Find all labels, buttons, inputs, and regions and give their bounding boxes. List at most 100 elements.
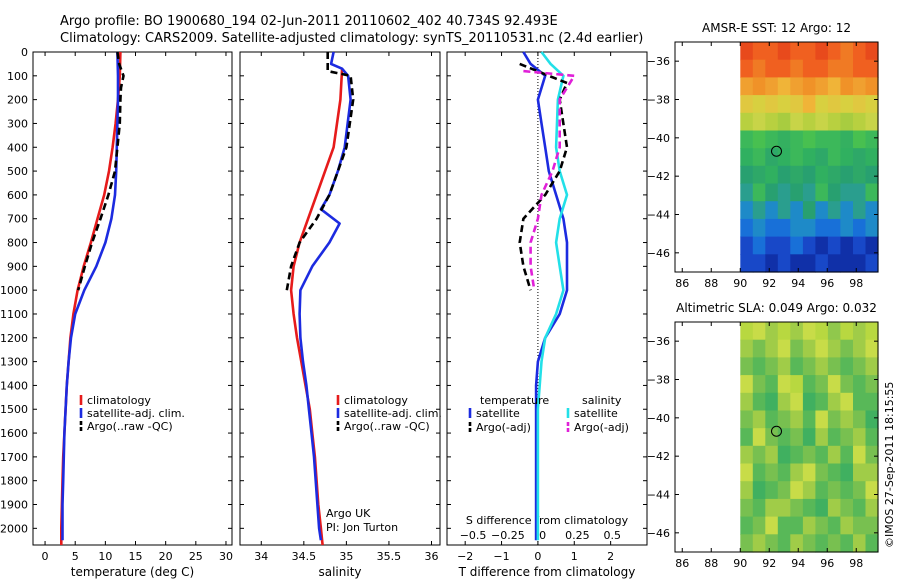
heat-cell (815, 95, 829, 114)
heat-cell (840, 322, 854, 341)
heat-cell (802, 445, 816, 465)
heat-cell (827, 165, 841, 185)
heat-cell (752, 516, 766, 535)
series-line (61, 51, 120, 541)
heat-cell (865, 165, 879, 185)
heat-cell (777, 59, 791, 78)
heat-cell (865, 339, 879, 358)
annotation: PI: Jon Turton (326, 521, 398, 534)
heat-cell (765, 201, 779, 220)
annotation: Argo UK (326, 507, 371, 520)
heat-cell (840, 95, 854, 114)
heat-cell (827, 516, 841, 535)
heat-cell (802, 463, 816, 482)
heat-cell (815, 463, 829, 482)
heat-cell (802, 218, 816, 238)
heat-cell (827, 392, 841, 412)
heat-cell (853, 42, 867, 61)
heat-cell (740, 322, 754, 341)
heat-cell (752, 236, 766, 255)
heat-cell (802, 165, 816, 185)
heat-cell (790, 339, 804, 358)
heat-cell (815, 428, 829, 447)
heat-cell (802, 516, 816, 535)
heat-cell (865, 322, 879, 341)
heat-cell (853, 357, 867, 376)
s-tick-label: −0.25 (491, 529, 525, 542)
y-tick-label: 1000 (0, 284, 28, 297)
heat-cell (790, 59, 804, 78)
heat-cell (802, 481, 816, 500)
heat-cell (853, 201, 867, 220)
y-tick-label: 500 (7, 165, 28, 178)
s-tick-label: 0 (539, 529, 546, 542)
heat-cell (777, 165, 791, 185)
legend-label: Argo(-adj) (476, 421, 531, 434)
heat-cell (865, 463, 879, 482)
heat-cell (840, 183, 854, 202)
heat-cell (777, 445, 791, 465)
heat-cell (765, 339, 779, 358)
heat-cell (740, 236, 754, 255)
legend-label: satellite (574, 407, 618, 420)
heat-cell (815, 445, 829, 465)
heat-cell (752, 148, 766, 167)
y-tick-label: 300 (7, 117, 28, 130)
panel-salinity: 34 34.5 35 35.5 36 salinity climatologysatelli… (239, 51, 442, 579)
y-tick-label: −40 (647, 412, 670, 425)
heat-cell (827, 236, 841, 255)
heat-cell (865, 445, 879, 465)
plot-layer: 0100200300400500600700800900100011001200… (0, 21, 879, 579)
heat-cell (790, 516, 804, 535)
heat-cell (827, 42, 841, 61)
heat-cell (740, 112, 754, 132)
heat-cell (815, 130, 829, 149)
heat-cell (802, 59, 816, 78)
heat-cell (853, 148, 867, 167)
heat-cell (827, 201, 841, 220)
heat-cell (840, 218, 854, 238)
heat-cell (865, 148, 879, 167)
legend-heading: salinity (582, 394, 622, 407)
heat-cell (840, 410, 854, 429)
y-tick-label: −46 (647, 247, 670, 260)
heat-cell (815, 254, 829, 273)
x-tick-label: 88 (704, 557, 718, 570)
heat-cell (790, 463, 804, 482)
heat-cell (790, 236, 804, 255)
heat-cell (765, 357, 779, 376)
heat-cell (815, 357, 829, 376)
heat-cell (827, 148, 841, 167)
heat-cell (740, 165, 754, 185)
heat-cell (752, 357, 766, 376)
heat-cell (802, 392, 816, 412)
heat-cell (790, 445, 804, 465)
heat-cell (840, 130, 854, 149)
heat-cell (777, 534, 791, 553)
heat-cell (827, 534, 841, 553)
y-tick-label: 1700 (0, 451, 28, 464)
y-tick-label: 1200 (0, 332, 28, 345)
heat-cell (840, 445, 854, 465)
heat-cell (777, 148, 791, 167)
x-tick-label: 94 (791, 557, 805, 570)
heat-cell (802, 428, 816, 447)
heat-cell (765, 130, 779, 149)
x-tick-label: 86 (675, 277, 689, 290)
heat-cell (815, 59, 829, 78)
x-tick-label: 94 (791, 277, 805, 290)
heat-cell (752, 534, 766, 553)
heat-cell (827, 339, 841, 358)
heat-cell (790, 322, 804, 341)
map-frame (674, 41, 879, 273)
x-tick-label: 5 (72, 550, 79, 563)
heat-cell (865, 481, 879, 500)
heat-cell (827, 463, 841, 482)
heat-cell (827, 375, 841, 394)
heat-cell (790, 218, 804, 238)
heat-cell (853, 322, 867, 341)
x-tick-label: −1 (493, 550, 509, 563)
heat-cell (765, 375, 779, 394)
heat-cell (802, 236, 816, 255)
heat-cell (802, 339, 816, 358)
